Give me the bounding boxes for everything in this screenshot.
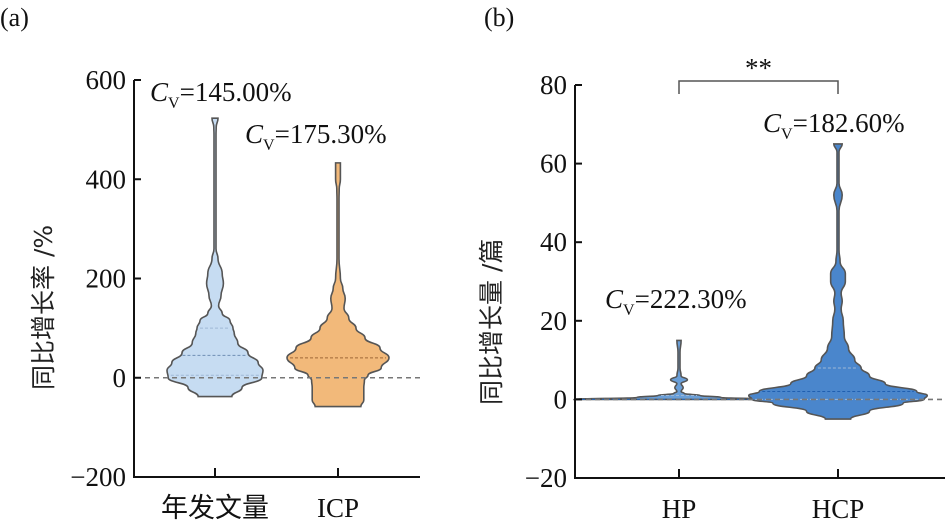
panel-a-xticks: 年发文量 ICP [161, 468, 359, 523]
panel-b-ylabel: 同比增长量 /篇 [477, 239, 506, 405]
cv-annotation-hp: CV=222.30% [605, 284, 747, 319]
xtick-label: 年发文量 [161, 493, 269, 523]
ytick-label: 20 [540, 306, 567, 336]
violin-HP [573, 339, 785, 401]
panel-b-xticks: HP HCP [662, 469, 865, 524]
panel-b-label: (b) [484, 3, 514, 32]
xtick-label: HCP [812, 494, 865, 524]
panel-a: (a) 同比增长率 /% −200 0 200 400 600 年发文量 ICP CV=1… [0, 3, 420, 523]
ytick-label: −200 [70, 462, 126, 492]
ytick-label: 600 [86, 65, 127, 95]
xtick-label: ICP [317, 493, 359, 523]
significance-bracket [678, 80, 839, 94]
panel-b-violins [573, 143, 929, 420]
ytick-label: 80 [540, 70, 567, 100]
panel-b-axes [574, 85, 945, 479]
panel-a-ylabel: 同比增长率 /% [29, 225, 58, 390]
cv-annotation-annual-publications: CV=145.00% [150, 77, 292, 112]
ytick-label: 0 [113, 363, 127, 393]
ytick-label: 0 [554, 384, 568, 414]
panel-a-label: (a) [0, 3, 29, 32]
significance-label: ** [745, 53, 772, 83]
ytick-label: 400 [86, 164, 127, 194]
cv-annotation-icp: CV=175.30% [245, 119, 387, 154]
ytick-label: 60 [540, 149, 567, 179]
violin-HCP [747, 143, 929, 420]
ytick-label: 200 [86, 264, 127, 294]
panel-b: (b) 同比增长量 /篇 −20 0 20 40 60 80 HP HCP ** CV=22… [477, 3, 945, 524]
panel-a-yticks: −200 0 200 400 600 [70, 65, 141, 492]
violin-年发文量 [166, 117, 264, 398]
violin-ICP [286, 162, 390, 408]
ytick-label: 40 [540, 227, 567, 257]
cv-annotation-hcp: CV=182.60% [763, 108, 905, 143]
panel-a-violins [166, 117, 390, 408]
ytick-label: −20 [525, 463, 567, 493]
panel-b-yticks: −20 0 20 40 60 80 [525, 70, 582, 493]
xtick-label: HP [662, 494, 697, 524]
